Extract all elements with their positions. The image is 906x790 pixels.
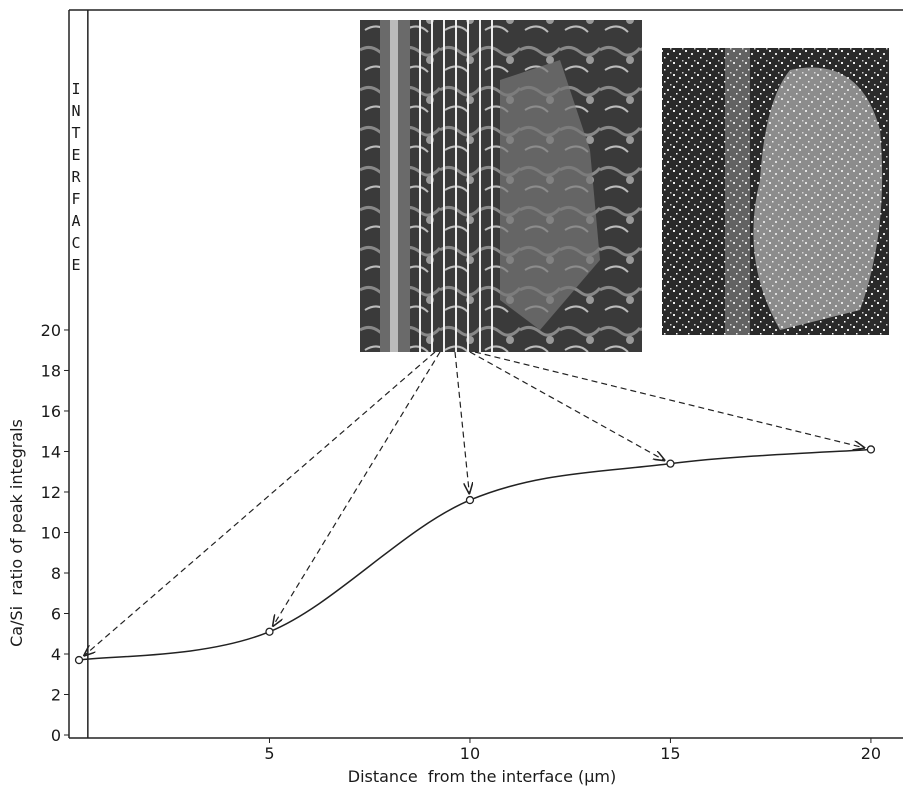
data-point bbox=[265, 627, 274, 636]
y-tick-label: 6 bbox=[51, 604, 61, 623]
x-tick-label: 20 bbox=[861, 744, 881, 763]
curve bbox=[78, 448, 871, 661]
x-tick-label: 10 bbox=[460, 744, 480, 763]
y-tick-label: 14 bbox=[41, 442, 61, 461]
arrow bbox=[84, 351, 436, 655]
data-point bbox=[74, 655, 84, 665]
y-tick-label: 0 bbox=[51, 726, 61, 745]
y-tick-label: 8 bbox=[51, 564, 61, 583]
data-point bbox=[866, 445, 876, 454]
y-tick-label: 16 bbox=[41, 402, 61, 421]
x-axis-label: Distance from the interface (μm) bbox=[348, 767, 617, 786]
data-point bbox=[465, 495, 475, 505]
arrow bbox=[454, 351, 469, 493]
y-tick-label: 2 bbox=[51, 685, 61, 704]
arrow bbox=[273, 351, 441, 626]
y-tick-label: 10 bbox=[41, 523, 61, 542]
arrow bbox=[474, 351, 864, 448]
y-tick-label: 12 bbox=[41, 483, 61, 502]
arrow bbox=[469, 351, 664, 460]
y-tick-label: 18 bbox=[41, 361, 61, 380]
y-axis-label: Ca/Si ratio of peak integrals bbox=[7, 419, 26, 647]
y-tick-label: 4 bbox=[51, 645, 61, 664]
data-point bbox=[666, 459, 675, 468]
micrograph-map bbox=[662, 48, 889, 335]
y-tick-label: 20 bbox=[41, 321, 61, 340]
x-tick-label: 15 bbox=[660, 744, 680, 763]
interface-label: INTERFACE bbox=[67, 80, 85, 278]
x-tick-label: 5 bbox=[264, 744, 274, 763]
micrograph-sem bbox=[360, 20, 642, 352]
